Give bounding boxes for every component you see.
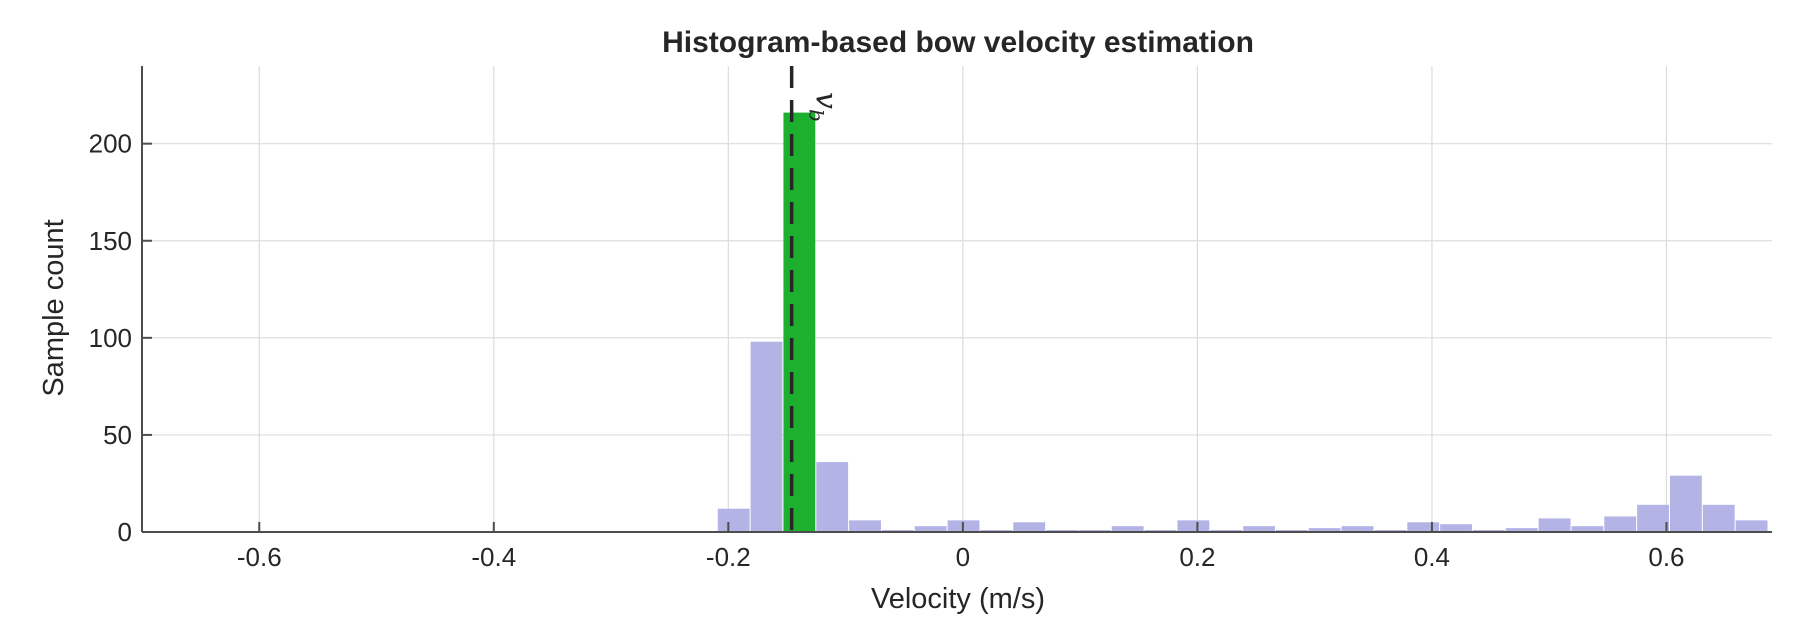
x-axis-ticks: -0.6 -0.4 -0.2 0 0.2 0.4 0.6 [237, 522, 1685, 572]
histogram-bar [1177, 520, 1210, 532]
x-tick-label: 0 [956, 542, 970, 572]
y-tick-label: 200 [89, 129, 132, 159]
histogram-bar [1637, 504, 1669, 532]
bow-velocity-label: vb [805, 92, 844, 122]
histogram-bar [1111, 526, 1144, 532]
y-axis-label: Sample count [38, 219, 70, 396]
y-tick-label: 0 [118, 517, 132, 547]
bow-velocity-label-subscript: b [805, 109, 829, 122]
histogram-bar [717, 508, 750, 532]
histogram-bar-highlighted [783, 112, 816, 532]
histogram-bar [1243, 526, 1275, 532]
chart-title: Histogram-based bow velocity estimation [662, 26, 1254, 59]
x-tick-label: 0.2 [1179, 542, 1215, 572]
histogram-bar [1308, 528, 1341, 532]
histogram-bar [1013, 522, 1046, 532]
histogram-bar [1505, 528, 1538, 532]
y-tick-label: 100 [89, 323, 132, 353]
histogram-bar [1702, 504, 1735, 532]
y-axis-ticks: 0 50 100 150 200 [89, 129, 152, 547]
histogram-bar [750, 341, 783, 532]
x-axis-label: Velocity (m/s) [871, 583, 1045, 615]
histogram-bar [849, 520, 881, 532]
x-tick-label: -0.6 [237, 542, 282, 572]
histogram-bar [1341, 526, 1374, 532]
histogram-bar [1440, 524, 1472, 532]
histogram-bars [717, 112, 1768, 532]
bow-velocity-label-base: v [809, 92, 844, 109]
grid-lines [142, 66, 1772, 533]
histogram-bar [816, 462, 849, 532]
bow-velocity-marker: vb [789, 66, 844, 532]
histogram-bar [1571, 526, 1604, 532]
histogram-bar [1407, 522, 1440, 532]
y-tick-label: 150 [89, 226, 132, 256]
x-tick-label: 0.4 [1414, 542, 1450, 572]
x-tick-label: -0.4 [471, 542, 516, 572]
histogram-bar [1669, 475, 1702, 532]
axes [141, 66, 1772, 533]
histogram-bar [1538, 518, 1571, 532]
x-tick-label: 0.6 [1648, 542, 1684, 572]
x-tick-label: -0.2 [706, 542, 751, 572]
y-tick-label: 50 [103, 420, 132, 450]
histogram-bar [1604, 516, 1637, 532]
histogram-bar [1735, 520, 1768, 532]
histogram-bar [914, 526, 947, 532]
